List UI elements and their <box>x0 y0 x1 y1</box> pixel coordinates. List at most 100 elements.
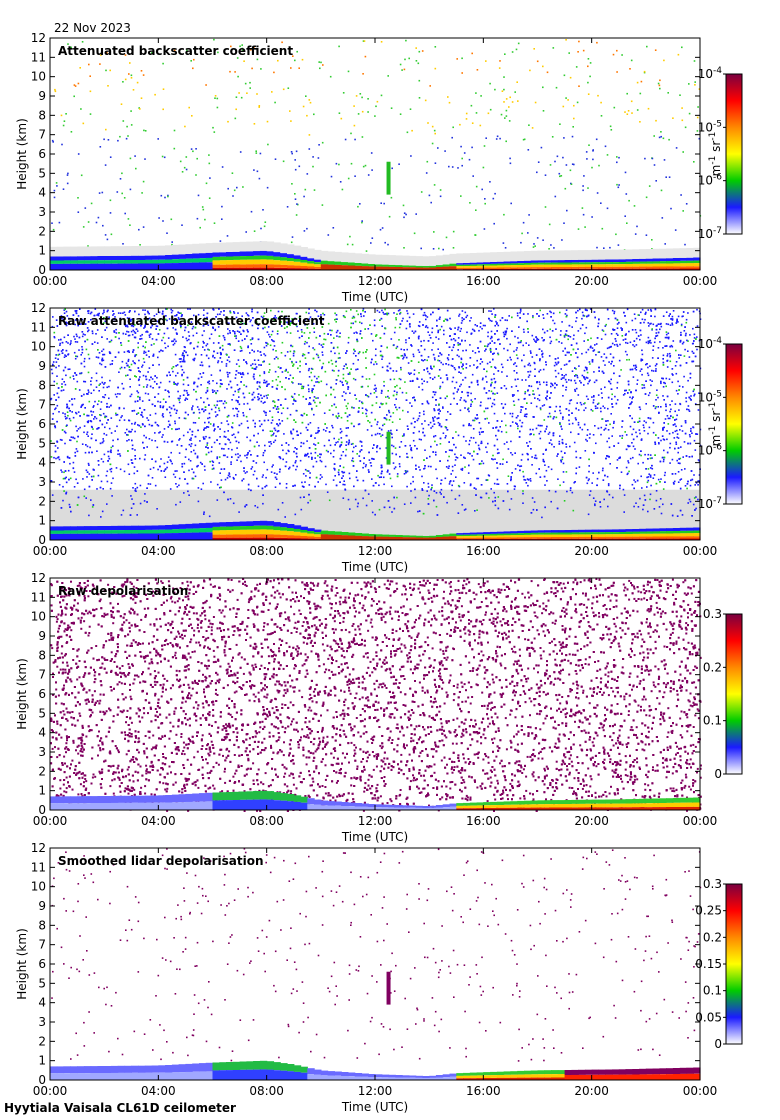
signal-pixel <box>456 58 458 60</box>
signal-pixel <box>69 376 72 379</box>
signal-pixel <box>58 411 60 413</box>
signal-pixel <box>419 469 421 471</box>
signal-pixel <box>80 108 82 110</box>
signal-pixel <box>491 340 493 342</box>
signal-pixel <box>102 438 104 440</box>
boundary-layer-band <box>97 263 105 270</box>
signal-pixel <box>90 392 93 394</box>
signal-pixel <box>475 209 477 211</box>
signal-pixel <box>512 400 515 403</box>
signal-pixel <box>73 335 75 338</box>
signal-pixel <box>102 488 104 490</box>
signal-pixel <box>136 486 139 489</box>
signal-pixel <box>115 414 117 416</box>
signal-pixel <box>692 327 694 330</box>
boundary-layer-band <box>530 262 539 265</box>
signal-pixel <box>187 431 189 434</box>
boundary-layer-band <box>253 251 261 256</box>
signal-pixel <box>131 462 134 464</box>
signal-pixel <box>99 146 102 148</box>
signal-pixel <box>362 466 364 469</box>
signal-pixel <box>367 385 369 388</box>
signal-pixel <box>80 372 83 374</box>
signal-pixel <box>232 195 234 197</box>
signal-pixel <box>405 213 407 216</box>
signal-pixel <box>594 344 596 346</box>
signal-pixel <box>658 506 661 508</box>
signal-pixel <box>356 340 359 343</box>
signal-pixel <box>531 497 534 499</box>
boundary-layer-band <box>476 267 484 270</box>
signal-pixel <box>156 508 158 510</box>
signal-pixel <box>274 370 277 373</box>
signal-pixel <box>189 438 191 441</box>
signal-pixel <box>496 135 499 138</box>
signal-pixel <box>378 484 380 487</box>
signal-pixel <box>141 400 144 402</box>
signal-pixel <box>203 349 206 351</box>
signal-pixel <box>378 427 381 429</box>
boundary-layer-band <box>456 266 464 268</box>
haze-band <box>415 256 423 266</box>
signal-pixel <box>89 75 91 77</box>
signal-pixel <box>273 401 276 403</box>
signal-pixel <box>403 212 406 214</box>
signal-pixel <box>409 108 412 110</box>
signal-pixel <box>647 453 650 456</box>
signal-pixel <box>567 338 569 341</box>
signal-pixel <box>528 214 530 216</box>
signal-pixel <box>357 352 360 355</box>
signal-pixel <box>685 391 688 394</box>
signal-pixel <box>303 195 305 198</box>
signal-pixel <box>253 359 256 361</box>
signal-pixel <box>672 117 674 119</box>
signal-pixel <box>166 441 169 443</box>
signal-pixel <box>427 122 429 124</box>
signal-pixel <box>207 357 210 360</box>
boundary-layer-band <box>422 266 430 268</box>
signal-pixel <box>626 342 629 344</box>
signal-pixel <box>184 329 186 332</box>
boundary-layer-band <box>273 267 281 270</box>
signal-pixel <box>329 75 332 78</box>
signal-pixel <box>669 355 671 358</box>
signal-pixel <box>568 402 571 405</box>
signal-pixel <box>229 310 231 312</box>
signal-pixel <box>688 112 691 115</box>
signal-pixel <box>270 333 273 336</box>
signal-pixel <box>411 345 413 347</box>
signal-pixel <box>190 60 192 62</box>
signal-pixel <box>455 456 458 458</box>
signal-pixel <box>344 380 347 382</box>
signal-pixel <box>312 388 314 390</box>
signal-pixel <box>88 357 91 360</box>
signal-pixel <box>640 80 643 83</box>
signal-pixel <box>508 106 510 108</box>
boundary-layer-band <box>232 264 241 268</box>
signal-pixel <box>73 95 75 98</box>
signal-pixel <box>214 411 217 413</box>
signal-pixel <box>693 497 696 499</box>
signal-pixel <box>492 197 495 200</box>
signal-pixel <box>69 477 72 480</box>
signal-pixel <box>249 81 251 84</box>
signal-pixel <box>431 396 434 399</box>
signal-pixel <box>129 188 132 191</box>
signal-pixel <box>676 320 678 322</box>
signal-pixel <box>153 343 155 345</box>
signal-pixel <box>489 347 492 350</box>
boundary-layer-band <box>280 264 288 268</box>
colorbar-tick-label: 10-6 <box>698 173 723 188</box>
signal-pixel <box>51 372 54 375</box>
signal-pixel <box>587 65 589 68</box>
signal-pixel <box>130 74 133 77</box>
signal-pixel <box>221 205 223 208</box>
signal-pixel <box>56 185 58 187</box>
signal-pixel <box>331 363 334 365</box>
signal-pixel <box>347 402 349 405</box>
signal-pixel <box>249 352 251 354</box>
boundary-layer-band <box>50 263 58 270</box>
signal-pixel <box>513 488 516 490</box>
signal-pixel <box>276 384 279 387</box>
boundary-layer-band <box>524 263 532 265</box>
